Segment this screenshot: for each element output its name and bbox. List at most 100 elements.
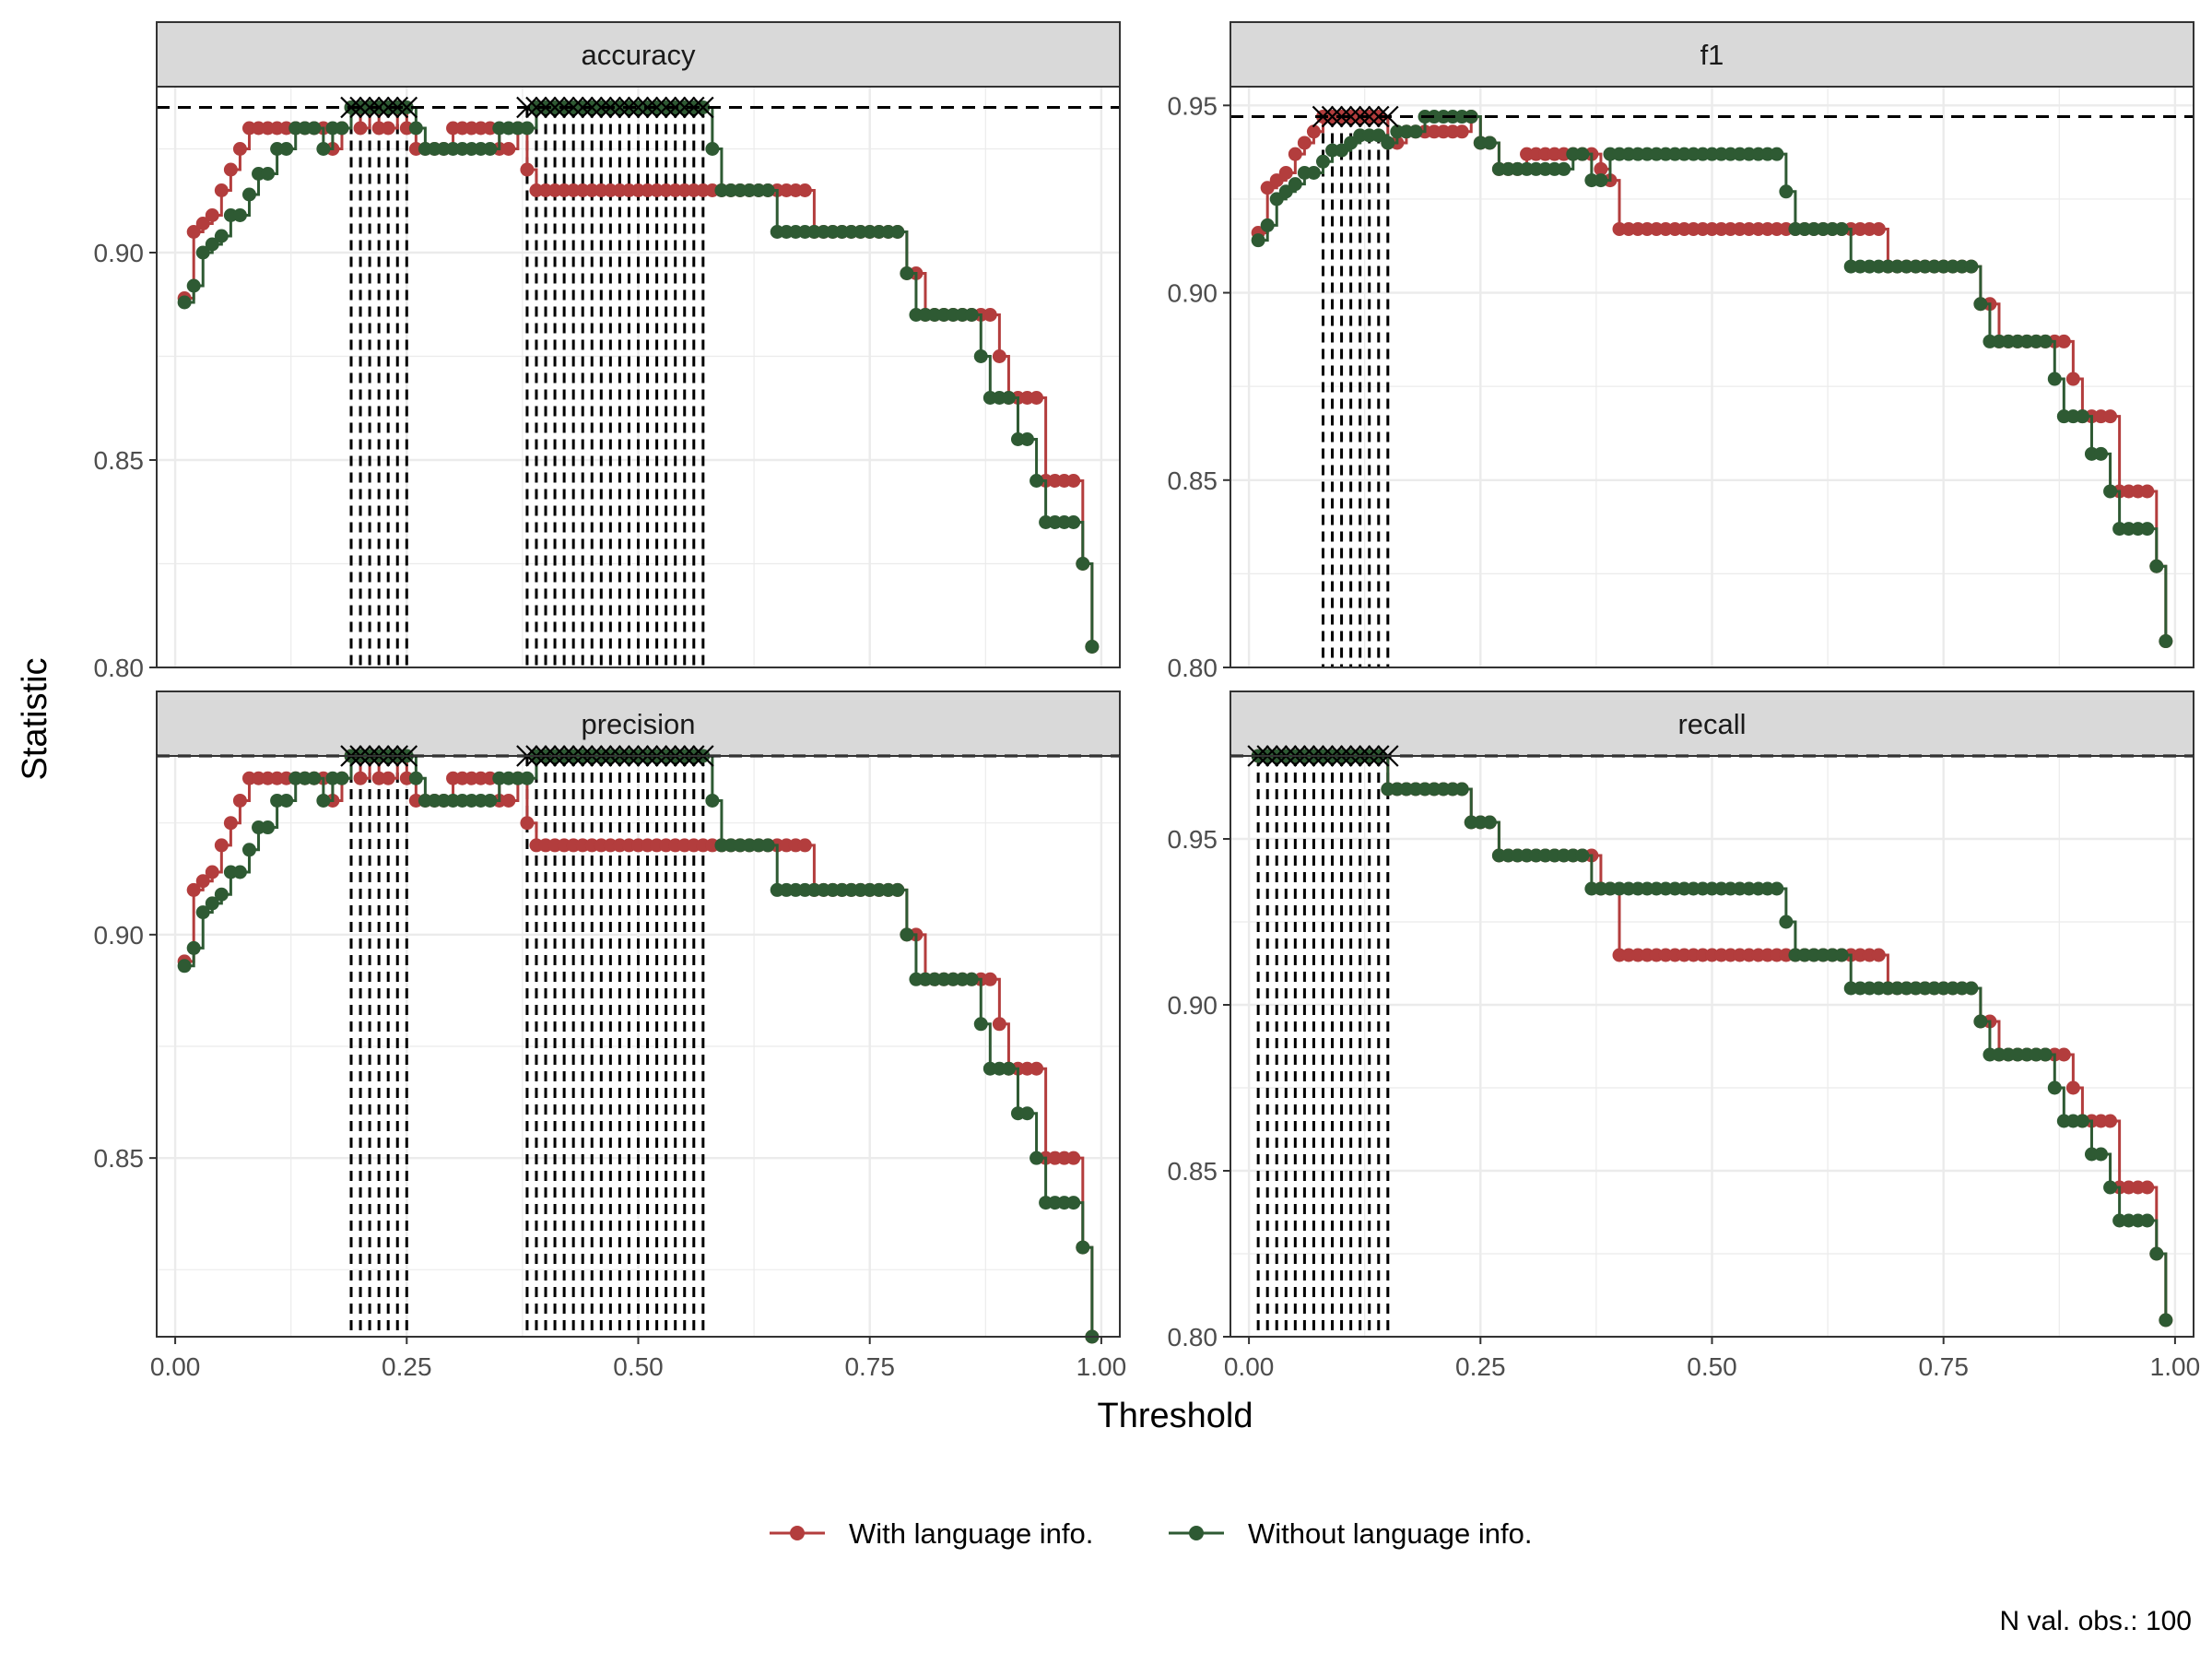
data-point [483,142,498,156]
panel-f1: f1 0.80 0.85 0.90 0.95 [1168,21,2194,682]
data-point [195,874,210,889]
data-point [1269,192,1284,207]
data-point [2065,372,2080,386]
optimal-marker [654,96,677,119]
data-point [2038,334,2053,348]
x-tick-label: 0.00 [1224,1352,1275,1381]
optimal-marker [627,96,650,119]
data-point [1454,782,1469,797]
optimal-marker [377,96,399,119]
data-point [1076,1240,1090,1255]
x-tick-label: 0.75 [844,1352,895,1381]
y-tick-label: 0.90 [94,239,145,267]
strip-accuracy [156,21,1121,88]
data-point [900,266,914,280]
data-point [381,121,395,136]
data-point [1066,1151,1081,1165]
optimal-marker [636,96,659,119]
y-tick-label: 0.90 [1168,279,1218,308]
optimal-marker [359,96,381,119]
data-point [261,167,276,181]
data-point [241,187,256,202]
data-point [520,162,535,177]
data-point [520,816,535,831]
optimal-marker [571,96,594,119]
strip-label-recall: recall [1677,708,1746,740]
data-point [223,816,238,831]
optimal-marker [516,96,538,119]
data-point [307,121,322,136]
data-point [2094,446,2109,461]
data-point [2159,1313,2173,1328]
optimal-marker [590,96,613,119]
data-point [1297,136,1312,150]
x-tick-label: 0.25 [382,1352,432,1381]
data-point [2047,1080,2062,1095]
optimal-marker [581,96,604,119]
optimal-marker [664,96,687,119]
strip-f1 [1230,21,2194,88]
data-point [1594,161,1608,176]
data-point [1269,173,1284,188]
data-point [214,183,229,197]
data-point [890,225,905,239]
data-point [760,183,775,197]
data-point [1260,218,1275,232]
panel-precision: precision 0.85 0.90 0.00 0.25 0.50 0.75 1.00 [94,690,1126,1381]
data-point [1076,557,1090,571]
data-point [1306,165,1321,180]
data-point [1557,161,1571,176]
y-tick-label: 0.80 [94,654,145,682]
optimal-marker [618,96,641,119]
data-point [381,771,395,785]
x-tick-label: 0.50 [1687,1352,1737,1381]
data-point [1278,184,1293,199]
data-point [2103,409,2118,424]
panel-border [1230,86,2194,668]
data-point [1001,1061,1016,1076]
data-point [2140,1180,2155,1195]
data-point [2159,634,2173,649]
data-point [964,972,979,986]
data-point [232,865,247,879]
optimal-marker [368,96,390,119]
data-point [205,237,219,252]
data-point [1973,297,1988,312]
data-point [797,838,812,853]
strip-label-precision: precision [581,708,695,740]
data-point [2140,522,2155,537]
y-tick-label: 0.90 [94,921,145,950]
data-point [2140,1213,2155,1228]
data-point [2056,334,2071,348]
optimal-marker [1312,105,1335,128]
optimal-marker [535,96,557,119]
data-point [2149,1246,2164,1261]
data-point [1770,147,1784,161]
data-point [2075,1114,2089,1128]
data-point [1020,1106,1035,1121]
legend: With language info. Without language info… [770,1517,1533,1550]
y-axis-title: Statistic [16,657,54,780]
data-point [1371,128,1386,143]
y-tick-label: 0.95 [1168,825,1218,854]
data-point [214,838,229,853]
data-point [1085,640,1100,654]
data-point [1030,1061,1044,1076]
optimal-marker [553,96,575,119]
data-point [1834,221,1849,236]
optimal-marker [349,96,371,119]
data-point [2094,1147,2109,1162]
data-point [223,162,238,177]
data-point [214,887,229,902]
y-tick-label: 0.85 [1168,466,1218,495]
optimal-marker [1367,105,1390,128]
data-point [760,838,775,853]
y-tick-label: 0.85 [94,446,145,475]
data-point [1066,1196,1081,1210]
data-point [195,217,210,230]
data-point [520,121,535,136]
data-point [307,771,322,785]
optimal-marker [544,96,566,119]
data-point [241,843,256,857]
